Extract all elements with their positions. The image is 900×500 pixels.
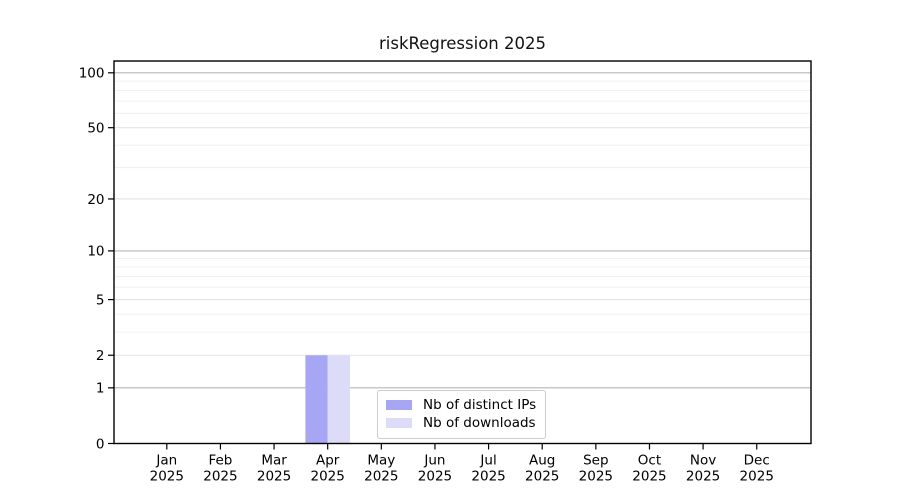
- y-tick-label: 5: [96, 292, 105, 308]
- x-tick-label-month: Nov: [690, 453, 716, 469]
- y-tick-label: 10: [87, 244, 104, 260]
- x-tick-label-month: Aug: [529, 453, 555, 469]
- x-tick-label-year: 2025: [740, 469, 774, 485]
- y-tick-label: 1: [96, 381, 105, 397]
- legend-item-downloads: Nb of downloads: [386, 414, 536, 432]
- x-tick-label-year: 2025: [203, 469, 237, 485]
- x-tick-label-month: Jan: [155, 453, 177, 469]
- x-tick-label-month: May: [367, 453, 395, 469]
- x-tick-label-month: Sep: [583, 453, 608, 469]
- legend: Nb of distinct IPs Nb of downloads: [377, 390, 547, 439]
- y-tick-label: 100: [79, 66, 105, 82]
- x-tick-label-year: 2025: [257, 469, 291, 485]
- legend-item-distinct-ips: Nb of distinct IPs: [386, 396, 536, 414]
- legend-swatch-downloads-icon: [386, 418, 412, 428]
- bar-apr-series-0: [305, 355, 328, 444]
- y-tick-label: 20: [87, 192, 104, 208]
- y-tick-label: 0: [96, 436, 105, 452]
- x-tick-label-year: 2025: [632, 469, 666, 485]
- x-tick-label-year: 2025: [150, 469, 184, 485]
- x-tick-label-year: 2025: [364, 469, 398, 485]
- x-tick-label-year: 2025: [686, 469, 720, 485]
- chart-title: riskRegression 2025: [378, 34, 546, 53]
- legend-label-downloads: Nb of downloads: [423, 415, 536, 431]
- x-tick-label-month: Mar: [261, 453, 287, 469]
- bar-apr-series-1: [327, 355, 350, 444]
- legend-swatch-distinct-ips-icon: [386, 400, 412, 410]
- y-tick-label: 2: [96, 348, 105, 364]
- legend-label-distinct-ips: Nb of distinct IPs: [423, 397, 537, 413]
- x-tick-label-month: Oct: [638, 453, 661, 469]
- x-tick-label-year: 2025: [525, 469, 559, 485]
- x-tick-label-year: 2025: [418, 469, 452, 485]
- x-tick-label-month: Apr: [316, 453, 340, 469]
- x-tick-label-month: Feb: [208, 453, 232, 469]
- x-tick-label-month: Jul: [479, 453, 496, 469]
- x-tick-label-year: 2025: [471, 469, 505, 485]
- axes-frame: [113, 60, 812, 445]
- x-tick-label-year: 2025: [311, 469, 345, 485]
- x-tick-label-year: 2025: [579, 469, 613, 485]
- x-tick-label-month: Dec: [744, 453, 770, 469]
- x-tick-label-month: Jun: [423, 453, 445, 469]
- y-tick-label: 50: [87, 120, 104, 136]
